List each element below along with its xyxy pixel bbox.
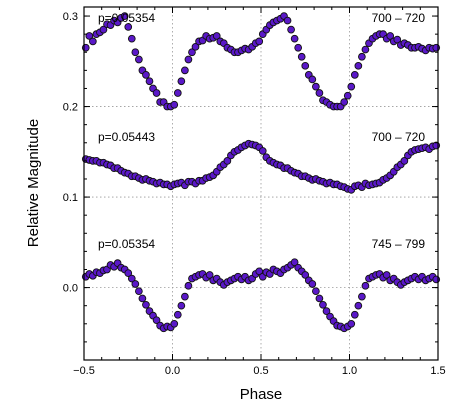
data-point bbox=[177, 77, 186, 86]
data-point bbox=[127, 274, 136, 283]
period-label: p=0.05354 bbox=[98, 11, 155, 25]
period-label: p=0.05443 bbox=[98, 130, 155, 144]
data-point bbox=[85, 32, 94, 40]
data-point bbox=[191, 42, 200, 51]
data-point bbox=[354, 61, 363, 70]
data-point bbox=[135, 55, 143, 64]
data-point bbox=[131, 48, 140, 57]
data-point bbox=[432, 275, 441, 284]
data-point bbox=[138, 294, 147, 303]
data-point bbox=[127, 34, 136, 43]
series-1 bbox=[81, 258, 441, 333]
data-point bbox=[322, 307, 331, 315]
data-point bbox=[432, 43, 441, 52]
data-point bbox=[142, 300, 150, 309]
range-label: 700 – 720 bbox=[372, 130, 426, 144]
x-tick-label: 1.0 bbox=[342, 365, 357, 377]
data-point bbox=[170, 100, 179, 109]
data-point bbox=[354, 301, 363, 310]
data-point bbox=[340, 98, 349, 106]
data-point bbox=[223, 157, 232, 165]
data-point bbox=[297, 52, 306, 61]
range-label: 700 – 720 bbox=[372, 11, 426, 25]
data-point bbox=[347, 82, 356, 91]
data-point bbox=[99, 25, 108, 34]
x-tick-label: 1.5 bbox=[430, 365, 445, 377]
data-point bbox=[301, 271, 310, 279]
data-point bbox=[173, 89, 182, 97]
y-axis-label: Relative Magnitude bbox=[25, 119, 42, 247]
y-tick-label: 0.2 bbox=[63, 102, 78, 114]
data-point bbox=[361, 281, 370, 290]
data-point bbox=[124, 23, 133, 31]
data-point bbox=[188, 48, 196, 57]
data-point bbox=[152, 316, 161, 325]
x-tick-label: −0.5 bbox=[73, 365, 95, 377]
data-point bbox=[255, 37, 264, 46]
data-point bbox=[205, 271, 214, 279]
data-point bbox=[290, 34, 299, 43]
data-point bbox=[142, 71, 150, 79]
y-tick-label: 0.1 bbox=[63, 192, 78, 204]
data-point bbox=[301, 61, 310, 70]
y-tick-label: 0.3 bbox=[63, 11, 78, 23]
data-point bbox=[361, 45, 370, 54]
data-point bbox=[308, 280, 317, 288]
x-tick-label: 0.5 bbox=[253, 365, 268, 377]
data-point bbox=[343, 91, 352, 100]
data-point bbox=[290, 258, 299, 267]
data-point bbox=[315, 294, 324, 303]
data-point bbox=[173, 310, 182, 319]
data-point bbox=[212, 32, 221, 40]
data-point bbox=[347, 319, 356, 328]
data-point bbox=[382, 271, 391, 279]
data-point bbox=[319, 300, 327, 309]
data-point bbox=[358, 52, 366, 61]
data-point bbox=[177, 301, 186, 310]
data-point bbox=[308, 75, 317, 84]
data-point bbox=[386, 32, 395, 40]
data-point bbox=[294, 43, 303, 52]
data-point bbox=[152, 89, 161, 97]
data-point bbox=[350, 71, 359, 79]
period-label: p=0.05354 bbox=[98, 237, 155, 251]
range-label: 745 – 799 bbox=[372, 237, 426, 251]
data-points bbox=[81, 12, 441, 333]
data-point bbox=[315, 89, 324, 97]
data-point bbox=[393, 35, 402, 44]
data-point bbox=[287, 25, 295, 34]
data-point bbox=[181, 292, 189, 301]
data-point bbox=[184, 55, 193, 64]
data-point bbox=[258, 147, 267, 155]
data-point bbox=[88, 37, 97, 46]
x-tick-label: 0.0 bbox=[165, 365, 180, 377]
series-3 bbox=[81, 12, 441, 111]
data-point bbox=[184, 281, 193, 290]
data-point bbox=[120, 12, 129, 20]
data-point bbox=[283, 16, 292, 25]
data-point bbox=[181, 66, 189, 75]
y-tick-label: 0.0 bbox=[63, 283, 78, 295]
tick-labels: −0.5 0.0 0.5 1.0 1.5 0.0 0.1 0.2 0.3 bbox=[63, 11, 446, 377]
panel-annotations: p=0.05354 700 – 720 p=0.05443 700 – 720 p=0.… bbox=[98, 11, 425, 251]
data-point bbox=[400, 157, 409, 165]
x-axis-label: Phase bbox=[240, 386, 283, 403]
data-point bbox=[131, 280, 140, 288]
data-point bbox=[312, 82, 320, 91]
plot-frame bbox=[83, 6, 439, 361]
data-point bbox=[145, 77, 154, 86]
data-point bbox=[312, 287, 320, 296]
data-point bbox=[81, 43, 90, 52]
data-point bbox=[358, 292, 366, 301]
data-point bbox=[135, 287, 143, 296]
data-point bbox=[124, 269, 133, 277]
series-2 bbox=[81, 139, 441, 194]
data-point bbox=[170, 319, 179, 328]
data-point bbox=[350, 310, 359, 319]
